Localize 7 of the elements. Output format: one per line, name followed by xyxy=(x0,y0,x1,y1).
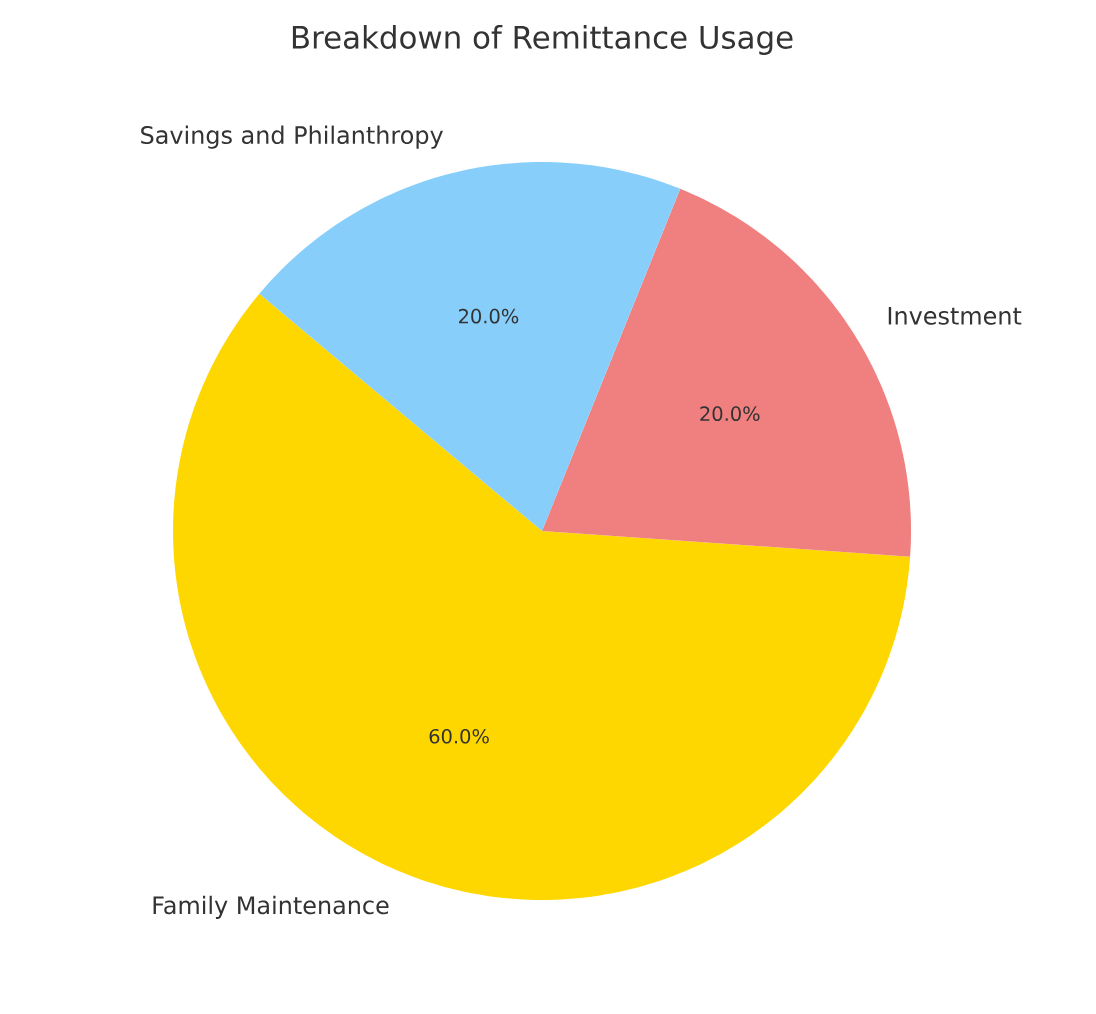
slice-label: Family Maintenance xyxy=(153,895,389,919)
slice-label: Savings and Philanthropy xyxy=(141,125,443,149)
chart-title: Breakdown of Remittance Usage xyxy=(292,25,793,55)
data-label: 20.0% xyxy=(459,308,519,324)
data-label: 60.0% xyxy=(429,728,489,744)
slice-label: Investment xyxy=(888,307,1022,325)
data-label: 20.0% xyxy=(700,406,760,422)
